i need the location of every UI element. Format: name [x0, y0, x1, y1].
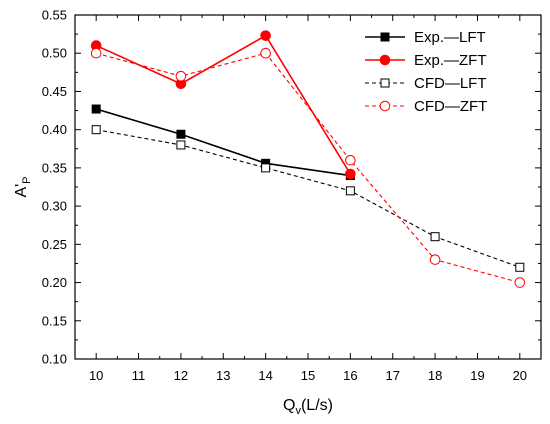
y-tick-label: 0.10 [42, 352, 67, 367]
legend-label: CFD—LFT [414, 75, 487, 92]
legend-label: Exp.—ZFT [414, 52, 487, 69]
data-point [90, 47, 102, 59]
x-axis-title: Qv(L/s) [283, 397, 333, 417]
x-tick-label: 16 [343, 368, 357, 383]
y-tick-label: 0.15 [42, 313, 67, 328]
x-tick-label: 13 [216, 368, 230, 383]
series-line [95, 34, 352, 175]
axis-ticks: 10 11 12 13 14 15 16 17 18 19 20 0.10 0.15 0.20 0.25 0.… [42, 8, 541, 383]
legend: Exp.—LFT Exp.—ZFT CFD—LFT CFD—ZFT [365, 29, 487, 115]
x-tick-label: 14 [258, 368, 272, 383]
data-point [175, 70, 187, 82]
legend-label: Exp.—LFT [414, 29, 486, 46]
data-point [515, 262, 525, 272]
y-tick-label: 0.30 [42, 199, 67, 214]
y-axis-title: A'P [13, 176, 33, 197]
series-2 [91, 125, 525, 272]
series-1 [90, 30, 356, 180]
x-tick-label: 15 [301, 368, 315, 383]
series-3 [90, 47, 526, 288]
y-tick-label: 0.45 [42, 84, 67, 99]
y-tick-label: 0.40 [42, 122, 67, 137]
series-layer [90, 30, 526, 288]
x-tick-label: 20 [513, 368, 527, 383]
legend-label: CFD—ZFT [414, 98, 487, 115]
data-point [345, 168, 356, 180]
x-tick-label: 17 [385, 368, 399, 383]
data-point [176, 140, 186, 150]
data-point [91, 104, 101, 114]
x-tick-label: 10 [89, 368, 103, 383]
series-line [95, 108, 351, 177]
data-point [260, 30, 271, 41]
y-tick-label: 0.20 [42, 275, 67, 290]
y-tick-label: 0.55 [42, 8, 67, 23]
data-point [514, 277, 526, 288]
data-point [345, 186, 355, 196]
data-point [260, 47, 271, 59]
y-tick-label: 0.35 [42, 160, 67, 175]
legend-swatch-marker [380, 32, 390, 42]
legend-swatch-marker [379, 100, 391, 112]
legend-swatch-marker [380, 78, 390, 88]
x-tick-label: 19 [470, 368, 484, 383]
data-point [91, 125, 101, 135]
series-line [96, 52, 520, 284]
x-tick-label: 12 [174, 368, 188, 383]
y-tick-label: 0.50 [42, 46, 67, 61]
data-point [430, 232, 440, 242]
legend-swatch-marker [379, 54, 391, 66]
y-tick-label: 0.25 [42, 237, 67, 252]
x-tick-label: 11 [132, 368, 146, 383]
data-point [176, 129, 186, 139]
x-tick-label: 18 [428, 368, 442, 383]
data-point [261, 163, 271, 173]
data-point [345, 154, 356, 166]
series-line [96, 129, 521, 268]
data-point [429, 254, 441, 265]
